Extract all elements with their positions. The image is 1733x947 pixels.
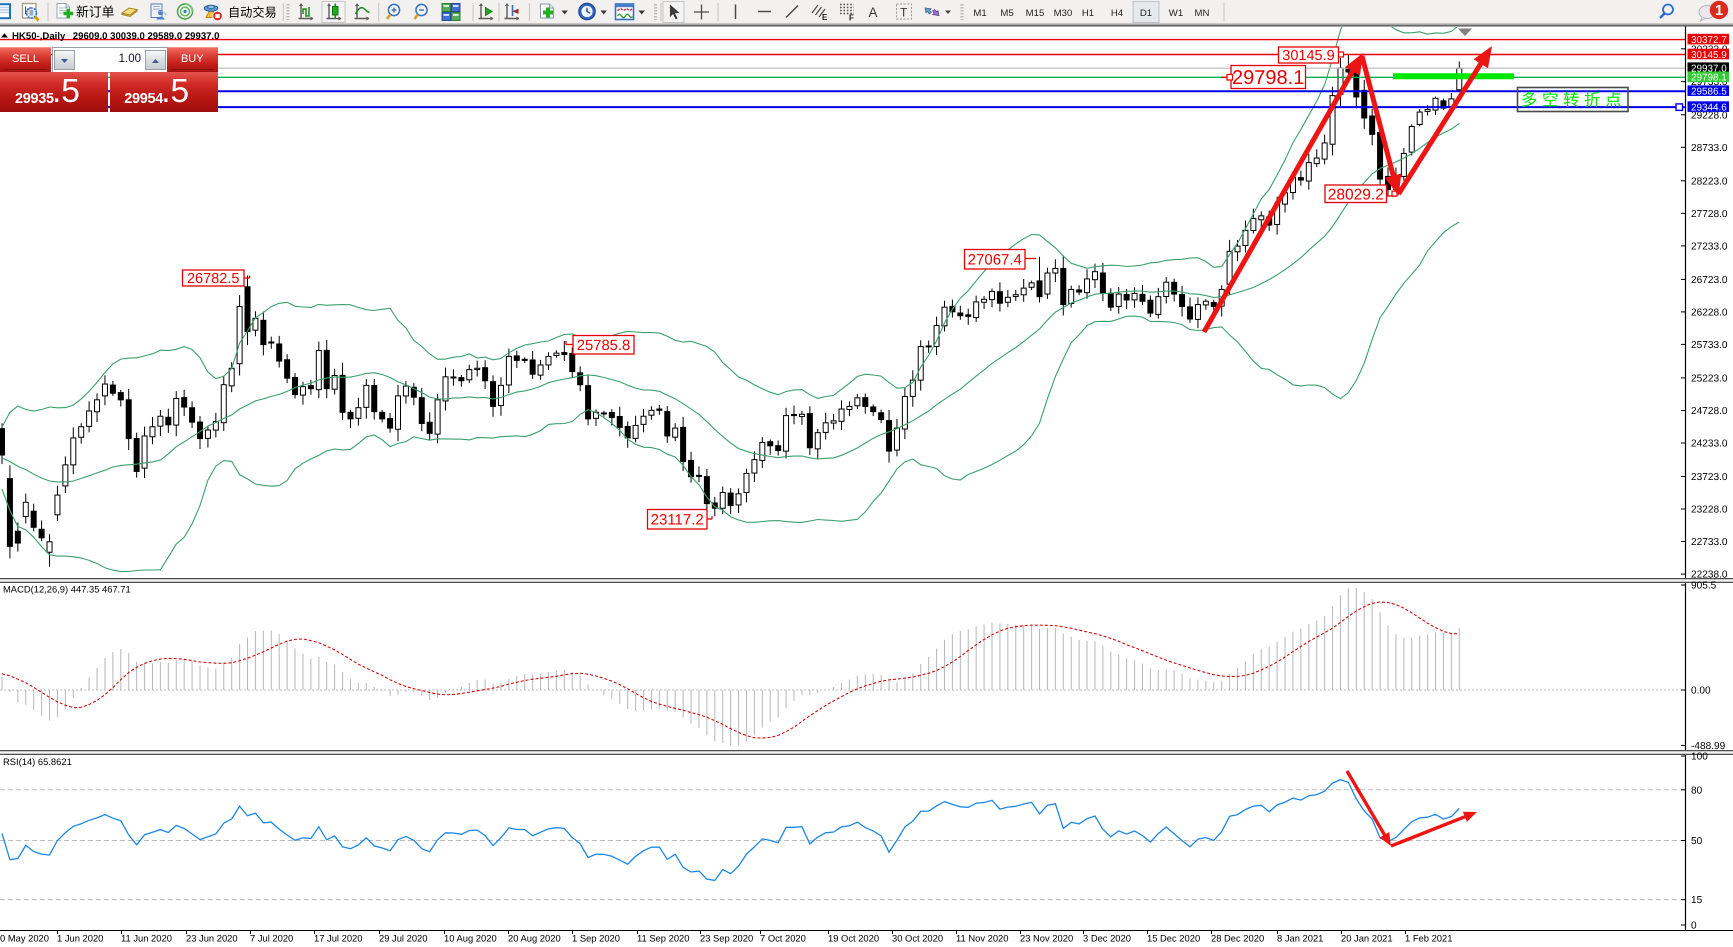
svg-text:29798.1: 29798.1	[1232, 67, 1304, 89]
svg-text:17 Jul 2020: 17 Jul 2020	[314, 933, 362, 944]
svg-text:新订单: 新订单	[76, 4, 115, 19]
svg-text:H1: H1	[1082, 8, 1094, 19]
svg-text:D1: D1	[1140, 8, 1152, 19]
svg-text:22238.0: 22238.0	[1691, 570, 1728, 581]
svg-text:HK50-,Daily 29609.0 30039.0 2: HK50-,Daily 29609.0 30039.0 29589.0 2993…	[12, 31, 220, 42]
svg-text:29937.0: 29937.0	[1691, 64, 1727, 75]
svg-text:M15: M15	[1026, 8, 1045, 19]
svg-text:30 Oct 2020: 30 Oct 2020	[892, 933, 943, 944]
svg-text:30145.9: 30145.9	[1282, 48, 1334, 64]
svg-text:11 Jun 2020: 11 Jun 2020	[121, 933, 172, 944]
svg-text:25223.0: 25223.0	[1691, 373, 1728, 384]
svg-text:50: 50	[1691, 836, 1703, 847]
svg-text:26228.0: 26228.0	[1691, 307, 1728, 318]
svg-text:28 Dec 2020: 28 Dec 2020	[1211, 933, 1264, 944]
svg-text:19 Oct 2020: 19 Oct 2020	[828, 933, 879, 944]
svg-text:27067.4: 27067.4	[968, 252, 1022, 269]
svg-text:26723.0: 26723.0	[1691, 275, 1728, 286]
svg-text:29228.0: 29228.0	[1691, 110, 1728, 121]
svg-text:28029.2: 28029.2	[1328, 186, 1384, 203]
svg-text:23 Sep 2020: 23 Sep 2020	[700, 933, 753, 944]
svg-text:M1: M1	[973, 8, 986, 19]
svg-text:29586.5: 29586.5	[1691, 87, 1727, 98]
svg-text:15: 15	[1691, 895, 1703, 906]
svg-text:RSI(14) 65.8621: RSI(14) 65.8621	[3, 756, 72, 767]
svg-text:22733.0: 22733.0	[1691, 537, 1728, 548]
svg-text:7 Jul 2020: 7 Jul 2020	[250, 933, 293, 944]
svg-text:29733.0: 29733.0	[1691, 77, 1728, 88]
svg-text:27728.0: 27728.0	[1691, 209, 1728, 220]
svg-text:3 Dec 2020: 3 Dec 2020	[1083, 933, 1131, 944]
svg-text:26782.5: 26782.5	[187, 271, 239, 287]
svg-text:M5: M5	[1000, 8, 1013, 19]
svg-text:T: T	[900, 6, 908, 20]
svg-text:1 Sep 2020: 1 Sep 2020	[572, 933, 620, 944]
svg-text:23 Jun 2020: 23 Jun 2020	[186, 933, 238, 944]
svg-text:905.5: 905.5	[1691, 581, 1717, 592]
svg-text:27233.0: 27233.0	[1691, 241, 1728, 252]
svg-text:-488.99: -488.99	[1691, 741, 1726, 752]
svg-text:15 Dec 2020: 15 Dec 2020	[1147, 933, 1200, 944]
svg-text:自动交易: 自动交易	[228, 4, 277, 19]
svg-text:28223.0: 28223.0	[1691, 176, 1728, 187]
svg-text:A: A	[869, 5, 878, 20]
svg-text:11 Sep 2020: 11 Sep 2020	[637, 933, 689, 944]
svg-text:23117.2: 23117.2	[651, 512, 704, 529]
svg-text:23 Nov 2020: 23 Nov 2020	[1020, 933, 1073, 944]
svg-text:H4: H4	[1111, 8, 1124, 19]
svg-text:28733.0: 28733.0	[1691, 143, 1728, 154]
svg-text:8 Jan 2021: 8 Jan 2021	[1277, 933, 1323, 944]
svg-text:E: E	[822, 13, 828, 22]
svg-text:24728.0: 24728.0	[1691, 406, 1728, 417]
svg-text:30145.9: 30145.9	[1691, 50, 1727, 61]
svg-text:W1: W1	[1169, 8, 1183, 19]
svg-text:1 Feb 2021: 1 Feb 2021	[1405, 933, 1452, 944]
svg-text:29 Jul 2020: 29 Jul 2020	[379, 933, 427, 944]
svg-text:30372.7: 30372.7	[1691, 35, 1727, 46]
svg-text:20 Jan 2021: 20 Jan 2021	[1341, 933, 1393, 944]
svg-text:29344.6: 29344.6	[1691, 102, 1727, 113]
svg-text:29798.1: 29798.1	[1691, 73, 1727, 84]
svg-text:23228.0: 23228.0	[1691, 505, 1728, 516]
svg-text:24233.0: 24233.0	[1691, 439, 1728, 450]
svg-text:80: 80	[1691, 785, 1703, 796]
svg-text:100: 100	[1691, 752, 1708, 763]
svg-text:0: 0	[1691, 921, 1697, 932]
svg-text:1: 1	[1715, 3, 1723, 19]
svg-text:1 Jun 2020: 1 Jun 2020	[57, 933, 103, 944]
svg-text:F: F	[849, 14, 854, 23]
svg-text:25733.0: 25733.0	[1691, 340, 1728, 351]
svg-text:MN: MN	[1195, 8, 1210, 19]
svg-text:多空转折点: 多空转折点	[1521, 92, 1626, 110]
svg-text:11 Nov 2020: 11 Nov 2020	[956, 933, 1008, 944]
svg-text:M30: M30	[1054, 8, 1073, 19]
svg-text:25785.8: 25785.8	[577, 338, 631, 354]
svg-text:23723.0: 23723.0	[1691, 472, 1728, 483]
svg-text:10 Aug 2020: 10 Aug 2020	[444, 933, 497, 944]
svg-text:0.00: 0.00	[1691, 686, 1711, 697]
svg-text:0 May 2020: 0 May 2020	[0, 933, 49, 944]
svg-text:20 Aug 2020: 20 Aug 2020	[508, 933, 561, 944]
svg-text:MACD(12,26,9) 447.35 467.71: MACD(12,26,9) 447.35 467.71	[3, 584, 131, 595]
svg-text:7 Oct 2020: 7 Oct 2020	[760, 933, 806, 944]
